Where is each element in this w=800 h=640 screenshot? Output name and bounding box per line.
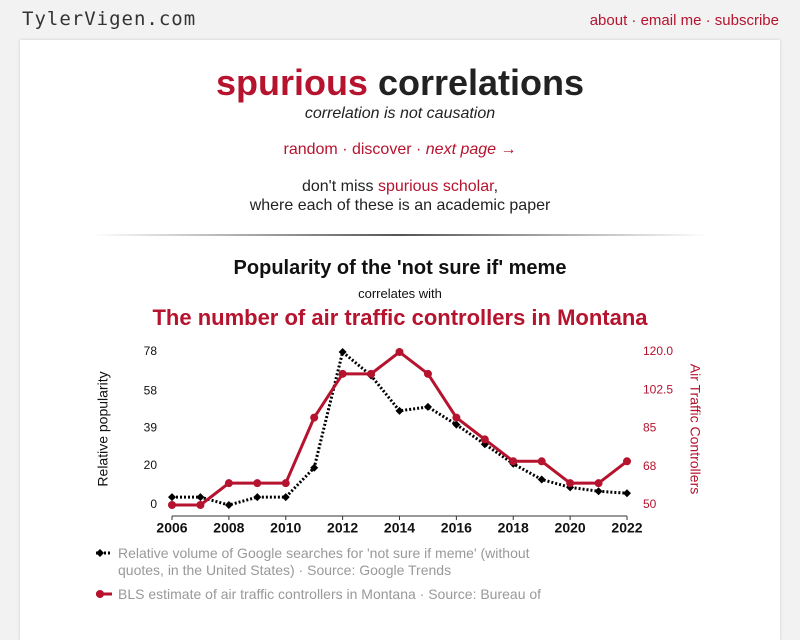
hero-links: random · discover · next page →	[0, 141, 800, 159]
content-panel	[20, 40, 780, 640]
legend-text: BLS estimate of air traffic controllers …	[118, 586, 542, 602]
hero-link[interactable]: next page →	[425, 141, 517, 158]
marker	[623, 489, 631, 498]
hero-link[interactable]: random	[283, 141, 338, 158]
x-tick-label: 2010	[270, 520, 301, 536]
x-tick-label: 2018	[498, 520, 529, 536]
marker	[623, 457, 631, 466]
separator: ·	[631, 12, 637, 29]
page: TylerVigen.com about · email me · subscr…	[0, 8, 800, 640]
marker	[310, 463, 319, 472]
nav-link[interactable]: email me	[640, 12, 702, 29]
x-tick-label: 2012	[327, 520, 358, 536]
marker	[452, 413, 461, 422]
y2-axis-label: Air Traffic Controllers	[687, 364, 703, 494]
y2-tick-label: 120.0	[643, 344, 673, 358]
promo-link[interactable]: spurious scholar	[377, 178, 494, 195]
marker	[196, 501, 205, 509]
chart-connector: correlates with	[358, 286, 442, 301]
marker	[423, 369, 432, 378]
chart-subtitle: The number of air traffic controllers in…	[152, 305, 648, 330]
divider	[92, 234, 708, 236]
legend-marker	[96, 590, 104, 598]
y2-tick-label: 68	[643, 459, 657, 473]
y-tick-label: 20	[144, 458, 158, 472]
separator: ·	[342, 141, 348, 158]
marker	[338, 369, 347, 378]
promo-text: don't miss	[301, 178, 374, 195]
marker	[168, 493, 176, 502]
logo[interactable]: TylerVigen.com	[22, 8, 197, 30]
marker	[253, 493, 262, 502]
marker	[594, 479, 603, 488]
marker	[509, 457, 518, 466]
marker	[395, 406, 404, 415]
marker	[253, 479, 262, 488]
y-tick-label: 58	[144, 383, 158, 397]
separator: ·	[705, 12, 711, 29]
y2-tick-label: 85	[643, 421, 657, 435]
nav-link[interactable]: subscribe	[714, 12, 779, 29]
marker	[423, 402, 432, 411]
x-tick-label: 2014	[384, 520, 415, 536]
title-accent: spurious	[215, 62, 368, 103]
marker	[480, 435, 489, 444]
marker	[338, 348, 347, 356]
chart-title: Popularity of the 'not sure if' meme	[233, 257, 567, 279]
marker	[224, 501, 233, 509]
marker	[537, 457, 546, 466]
x-tick-label: 2020	[555, 520, 586, 536]
x-tick-label: 2022	[611, 520, 642, 536]
promo: don't miss spurious scholar, where each …	[0, 177, 800, 215]
marker	[281, 479, 290, 488]
y-tick-label: 78	[144, 344, 158, 358]
marker	[224, 479, 233, 488]
hero-link[interactable]: discover	[351, 141, 412, 158]
y2-tick-label: 102.5	[643, 382, 673, 396]
marker	[566, 479, 575, 488]
x-tick-label: 2016	[441, 520, 472, 536]
title-rest: correlations	[377, 62, 585, 103]
marker	[594, 487, 603, 496]
nav: about · email me · subscribe	[590, 12, 779, 29]
marker	[196, 493, 205, 502]
marker	[537, 475, 546, 484]
marker	[310, 413, 319, 422]
separator: ·	[416, 141, 422, 158]
series-line	[172, 349, 628, 507]
marker	[367, 369, 376, 378]
y-axis-label: Relative popularity	[95, 371, 111, 486]
site-subtitle: correlation is not causation	[304, 105, 496, 122]
y2-tick-label: 50	[643, 497, 657, 511]
nav-link[interactable]: about	[589, 12, 628, 29]
promo-text: ,	[493, 178, 499, 195]
site-title: spurious correlations	[0, 62, 800, 104]
y-tick-label: 39	[144, 421, 158, 435]
marker	[395, 348, 404, 356]
marker	[168, 501, 176, 509]
legend-text: Relative volume of Google searches for '…	[118, 545, 530, 578]
promo-text: where each of these is an academic paper	[249, 197, 551, 214]
series-line	[172, 350, 628, 507]
x-tick-label: 2006	[156, 520, 187, 536]
y-tick-label: 0	[150, 497, 157, 511]
legend-marker	[96, 549, 104, 557]
marker	[281, 493, 290, 502]
x-tick-label: 2008	[213, 520, 244, 536]
chart: 0 20 39 58 78 50 68 85 102.5 120.0 2006 2008 2010 201…	[95, 344, 703, 598]
marker	[452, 420, 461, 429]
